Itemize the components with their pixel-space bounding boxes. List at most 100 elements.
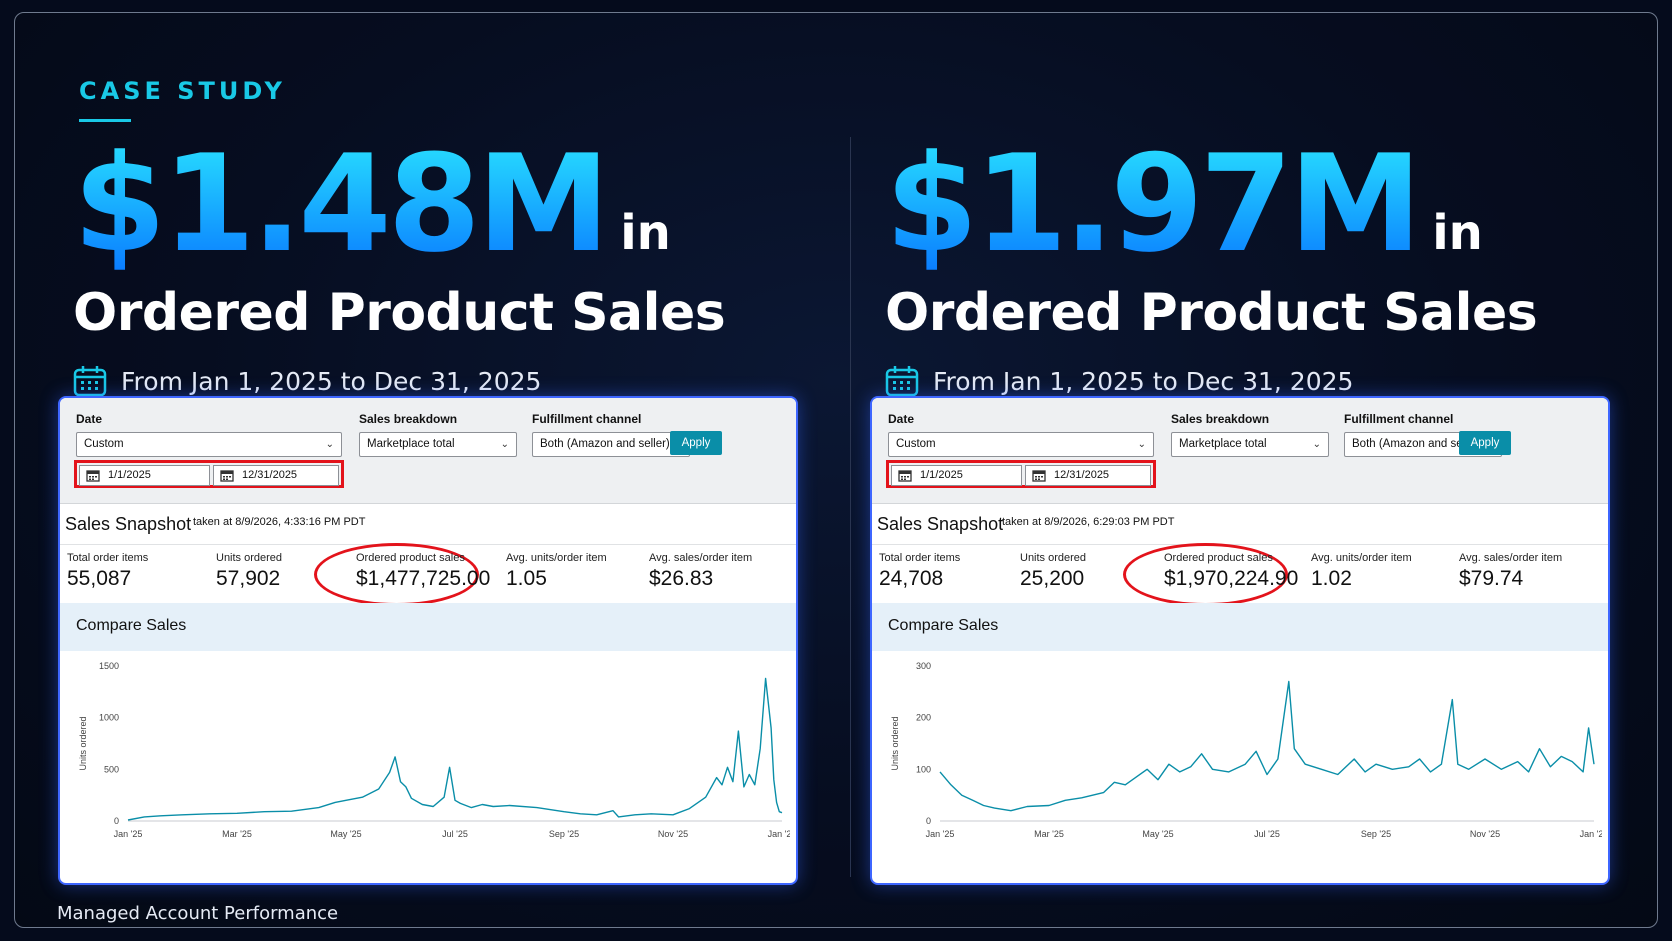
y-axis-label: Units ordered xyxy=(78,716,88,770)
fulfillment-select-value: Both (Amazon and seller) xyxy=(1352,438,1482,450)
y-tick-label: 0 xyxy=(114,816,119,826)
date-select-value: Custom xyxy=(896,438,936,450)
metric-label: Total order items xyxy=(879,552,961,564)
filter-bar: Date Custom ⌄ Sales breakdown Marketplac… xyxy=(60,398,796,504)
metric-value: 57,902 xyxy=(216,567,281,590)
sales-amount: $1.48M xyxy=(73,126,610,282)
fulfillment-select-value: Both (Amazon and seller) xyxy=(540,438,670,450)
breakdown-select[interactable]: Marketplace total ⌄ xyxy=(359,432,517,457)
compare-sales-header: Compare Sales xyxy=(60,603,796,651)
metric-ordered-product-sales: Ordered product sales $1,477,725.00 xyxy=(356,552,490,591)
end-date-value: 12/31/2025 xyxy=(1054,469,1110,481)
breakdown-select[interactable]: Marketplace total ⌄ xyxy=(1171,432,1329,457)
x-tick-label: Jan '26 xyxy=(768,829,790,839)
metric-avg-sales: Avg. sales/order item $79.74 xyxy=(1459,552,1562,591)
metric-ordered-product-sales: Ordered product sales $1,970,224.90 xyxy=(1164,552,1298,591)
in-word: in xyxy=(1432,205,1483,261)
headline: Ordered Product Sales xyxy=(885,283,1538,343)
metric-label: Avg. sales/order item xyxy=(1459,552,1563,564)
y-tick-label: 500 xyxy=(104,764,119,774)
slide-frame: CASE STUDY $1.48M in Ordered Product Sal… xyxy=(14,12,1658,928)
start-date-value: 1/1/2025 xyxy=(108,469,151,481)
date-select[interactable]: Custom ⌄ xyxy=(888,432,1154,457)
x-tick-label: Jul '25 xyxy=(442,829,468,839)
fulfillment-select[interactable]: Both (Amazon and seller) ⌄ xyxy=(532,432,690,457)
headline: Ordered Product Sales xyxy=(73,283,726,343)
date-select-value: Custom xyxy=(84,438,124,450)
x-tick-label: May '25 xyxy=(1142,829,1173,839)
snapshot-title: Sales Snapshot xyxy=(877,514,1004,534)
metric-value: 25,200 xyxy=(1020,567,1085,590)
sales-dashboard-card-right: Date Custom ⌄ Sales breakdown Marketplac… xyxy=(870,396,1610,885)
panel-left-head: $1.48M in Ordered Product Sales From Jan… xyxy=(73,133,853,397)
x-tick-label: May '25 xyxy=(330,829,361,839)
calendar-icon xyxy=(86,470,100,482)
compare-sales-title: Compare Sales xyxy=(888,617,999,634)
y-tick-label: 1000 xyxy=(99,713,119,723)
metric-label: Total order items xyxy=(67,552,149,564)
x-tick-label: Jan '26 xyxy=(1580,829,1602,839)
x-tick-label: Mar '25 xyxy=(222,829,252,839)
fulfillment-label: Fulfillment channel xyxy=(1344,412,1454,426)
metric-value: $79.74 xyxy=(1459,567,1524,590)
metric-label: Avg. sales/order item xyxy=(649,552,753,564)
units-ordered-chart: 0 500 1000 1500 Units ordered Jan '25 Mar '25 M… xyxy=(66,651,790,883)
compare-sales-header: Compare Sales xyxy=(872,603,1608,651)
x-tick-label: Nov '25 xyxy=(1470,829,1500,839)
metric-value: $1,477,725.00 xyxy=(356,567,491,590)
metric-units-ordered: Units ordered 57,902 xyxy=(216,552,282,591)
x-tick-label: Sep '25 xyxy=(1361,829,1391,839)
y-tick-label: 100 xyxy=(916,764,931,774)
date-range-highlight: 1/1/2025 12/31/2025 xyxy=(74,460,344,488)
sales-dashboard-card-left: Date Custom ⌄ Sales breakdown Marketplac… xyxy=(58,396,798,885)
metric-units-ordered: Units ordered 25,200 xyxy=(1020,552,1086,591)
calendar-icon xyxy=(898,470,912,482)
panel-right-head: $1.97M in Ordered Product Sales From Jan… xyxy=(885,133,1665,397)
snapshot-timestamp: taken at 8/9/2026, 4:33:16 PM PDT xyxy=(193,516,366,528)
start-date-input[interactable]: 1/1/2025 xyxy=(891,465,1022,486)
apply-button[interactable]: Apply xyxy=(670,431,722,455)
calendar-icon xyxy=(1032,470,1046,482)
metric-label: Units ordered xyxy=(1020,552,1087,564)
snapshot-timestamp: taken at 8/9/2026, 6:29:03 PM PDT xyxy=(1002,516,1175,528)
end-date-input[interactable]: 12/31/2025 xyxy=(213,465,339,486)
end-date-value: 12/31/2025 xyxy=(242,469,298,481)
breakdown-select-value: Marketplace total xyxy=(367,438,455,450)
y-tick-label: 0 xyxy=(926,816,931,826)
sales-amount: $1.97M xyxy=(885,126,1422,282)
calendar-icon xyxy=(885,366,919,397)
start-date-input[interactable]: 1/1/2025 xyxy=(79,465,210,486)
kicker-label: CASE STUDY xyxy=(79,77,286,105)
metric-value: $1,970,224.90 xyxy=(1164,567,1299,590)
filter-bar: Date Custom ⌄ Sales breakdown Marketplac… xyxy=(872,398,1608,504)
metric-value: $26.83 xyxy=(649,567,714,590)
date-range-highlight: 1/1/2025 12/31/2025 xyxy=(886,460,1156,488)
calendar-icon xyxy=(220,470,234,482)
units-ordered-chart: 0 100 200 300 Units ordered Jan '25 Mar '25 May… xyxy=(878,651,1602,883)
y-tick-label: 200 xyxy=(916,713,931,723)
date-filter-label: Date xyxy=(888,412,915,426)
date-filter-label: Date xyxy=(76,412,103,426)
metric-avg-units: Avg. units/order item 1.05 xyxy=(506,552,607,591)
metric-total-order-items: Total order items 55,087 xyxy=(67,552,148,591)
date-select[interactable]: Custom ⌄ xyxy=(76,432,342,457)
date-range: From Jan 1, 2025 to Dec 31, 2025 xyxy=(121,366,542,396)
metric-label: Ordered product sales xyxy=(1164,552,1273,564)
end-date-input[interactable]: 12/31/2025 xyxy=(1025,465,1151,486)
metric-value: 1.02 xyxy=(1311,567,1352,590)
apply-button[interactable]: Apply xyxy=(1459,431,1511,455)
calendar-icon xyxy=(73,366,107,397)
start-date-value: 1/1/2025 xyxy=(920,469,963,481)
x-tick-label: Mar '25 xyxy=(1034,829,1064,839)
metric-label: Avg. units/order item xyxy=(506,552,607,564)
chevron-down-icon: ⌄ xyxy=(325,439,334,450)
breakdown-select-value: Marketplace total xyxy=(1179,438,1267,450)
fulfillment-label: Fulfillment channel xyxy=(532,412,642,426)
metric-value: 24,708 xyxy=(879,567,944,590)
x-tick-label: Jan '25 xyxy=(114,829,143,839)
x-tick-label: Sep '25 xyxy=(549,829,579,839)
kicker-underline xyxy=(79,119,131,122)
date-range: From Jan 1, 2025 to Dec 31, 2025 xyxy=(933,366,1354,396)
y-tick-label: 300 xyxy=(916,661,931,671)
breakdown-label: Sales breakdown xyxy=(1171,412,1270,426)
